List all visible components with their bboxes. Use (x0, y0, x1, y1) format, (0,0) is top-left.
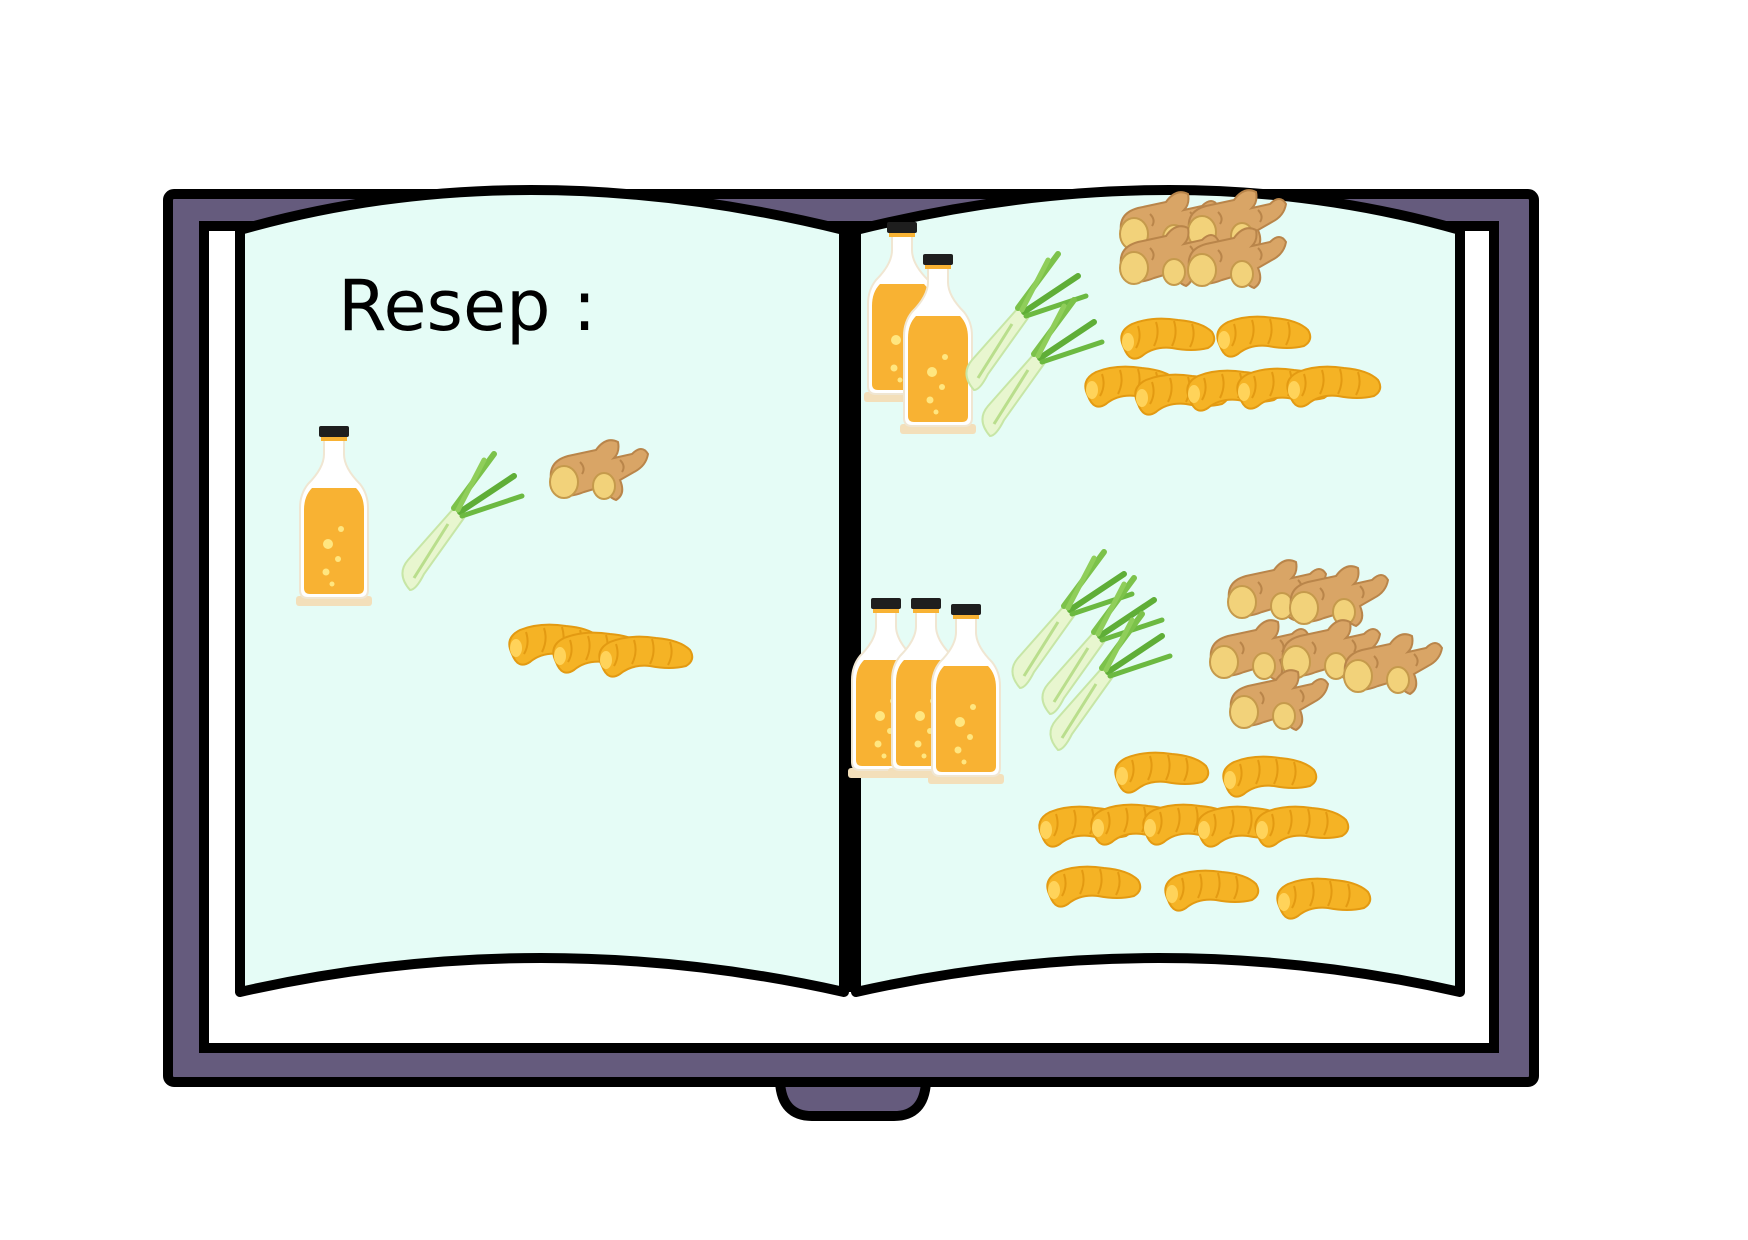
book-spine (844, 225, 856, 992)
page-title: Resep : (338, 265, 596, 347)
